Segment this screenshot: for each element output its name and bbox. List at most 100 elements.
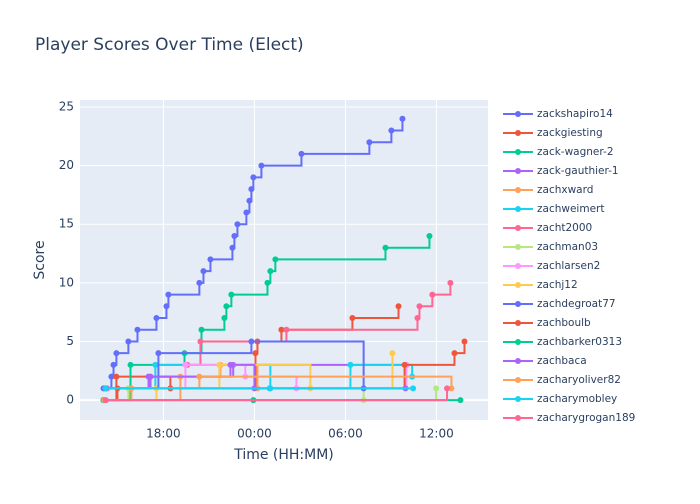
legend-label: zack-wagner-2 <box>537 146 614 158</box>
legend-marker <box>515 206 521 212</box>
data-point <box>200 268 207 275</box>
x-tick-label: 06:00 <box>328 427 363 441</box>
data-point <box>216 361 223 368</box>
y-tick-label: 25 <box>59 100 74 114</box>
legend-label: zachman03 <box>537 241 598 253</box>
legend-label: zacharymobley <box>537 393 617 405</box>
step-line <box>104 118 404 390</box>
legend-marker <box>515 358 521 364</box>
legend-label: zachbarker0313 <box>537 336 622 348</box>
legend-marker <box>515 339 521 345</box>
data-point <box>152 361 159 368</box>
data-point <box>197 338 204 345</box>
legend-label: zacharyoliver82 <box>537 374 621 386</box>
x-tick-label: 00:00 <box>237 427 272 441</box>
data-point <box>227 361 234 368</box>
data-point <box>108 373 115 380</box>
legend: zackshapiro14 zackgiesting zack-wagner-2 za… <box>503 108 635 424</box>
legend-label: zachlarsen2 <box>537 260 600 272</box>
legend-marker <box>515 301 521 307</box>
data-point <box>410 385 417 392</box>
legend-marker <box>515 149 521 155</box>
data-point <box>349 315 356 322</box>
data-point <box>395 303 402 310</box>
data-point <box>113 350 120 357</box>
legend-marker <box>515 415 521 421</box>
legend-marker <box>515 168 521 174</box>
data-point <box>248 338 255 345</box>
data-point <box>246 197 253 204</box>
legend-label: zachj12 <box>537 279 578 291</box>
data-point <box>414 315 421 322</box>
data-point <box>182 361 189 368</box>
y-tick-label: 0 <box>66 393 74 407</box>
legend-marker <box>515 396 521 402</box>
data-point <box>223 303 230 310</box>
data-point <box>243 209 250 216</box>
legend-label: zachboulb <box>537 317 591 329</box>
step-line <box>105 388 449 402</box>
data-point <box>231 232 238 239</box>
data-point <box>252 350 259 357</box>
data-point <box>264 279 271 286</box>
data-point <box>433 385 440 392</box>
legend-marker <box>515 377 521 383</box>
data-point <box>110 361 117 368</box>
step-line <box>103 235 431 402</box>
data-point <box>267 268 274 275</box>
data-point <box>196 279 203 286</box>
data-point <box>229 244 236 251</box>
legend-marker <box>515 282 521 288</box>
data-point <box>448 385 455 392</box>
data-point <box>444 385 451 392</box>
y-axis-title: Score <box>32 240 48 279</box>
data-point <box>198 326 205 333</box>
data-point <box>447 279 454 286</box>
legend-marker <box>515 244 521 250</box>
legend-marker <box>515 111 521 117</box>
data-point <box>426 232 433 239</box>
legend-label: zackshapiro14 <box>537 108 613 120</box>
data-point <box>163 303 170 310</box>
legend-marker <box>515 225 521 231</box>
x-tick-label: 12:00 <box>419 427 454 441</box>
chart-title: Player Scores Over Time (Elect) <box>35 35 304 55</box>
y-tick-label: 20 <box>59 158 74 172</box>
x-axis-title: Time (HH:MM) <box>233 447 334 463</box>
data-point <box>258 162 265 169</box>
legend-label: zachweimert <box>537 203 604 215</box>
legend-label: zacht2000 <box>537 222 592 234</box>
data-point <box>196 373 203 380</box>
data-point <box>234 221 241 228</box>
data-point <box>401 361 408 368</box>
data-point <box>429 291 436 298</box>
legend-label: zachdegroat77 <box>537 298 616 310</box>
legend-label: zacharygrogan189 <box>537 412 635 424</box>
legend-label: zack-gauthier-1 <box>537 165 619 177</box>
data-point <box>127 361 134 368</box>
legend-marker <box>515 130 521 136</box>
data-point <box>102 397 109 404</box>
data-point <box>272 256 279 263</box>
data-point <box>388 127 395 134</box>
data-point <box>451 350 458 357</box>
data-point <box>278 326 285 333</box>
data-point <box>416 303 423 310</box>
data-point <box>102 385 109 392</box>
data-point <box>134 326 141 333</box>
data-point <box>250 174 257 181</box>
data-point <box>347 361 354 368</box>
data-point <box>165 291 172 298</box>
data-point <box>207 256 214 263</box>
legend-label: zachbaca <box>537 355 587 367</box>
data-point <box>461 338 468 345</box>
legend-marker <box>515 320 521 326</box>
data-point <box>113 373 120 380</box>
y-tick-label: 10 <box>59 275 74 289</box>
y-tick-label: 15 <box>59 217 74 231</box>
data-point <box>389 350 396 357</box>
legend-marker <box>515 187 521 193</box>
data-point <box>298 150 305 157</box>
data-point <box>457 397 464 404</box>
